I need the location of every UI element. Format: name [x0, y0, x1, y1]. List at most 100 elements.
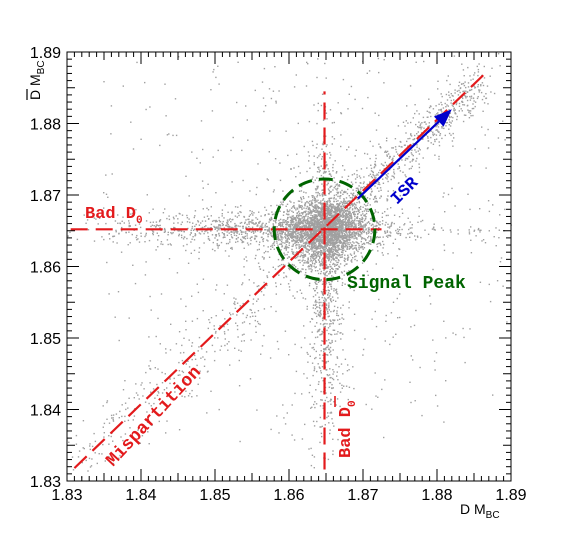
- data-point: [330, 403, 332, 405]
- data-point: [341, 219, 343, 222]
- data-point: [135, 236, 137, 239]
- data-point: [334, 265, 336, 267]
- data-point: [313, 241, 316, 243]
- data-point: [338, 228, 340, 230]
- data-point: [437, 80, 439, 82]
- data-point: [169, 243, 171, 245]
- data-point: [325, 238, 327, 241]
- data-point: [329, 293, 331, 295]
- data-point: [86, 219, 89, 221]
- data-point: [307, 202, 310, 204]
- data-point: [326, 215, 328, 217]
- data-point: [208, 239, 211, 241]
- data-point: [306, 219, 308, 221]
- data-point: [342, 373, 344, 375]
- data-point: [410, 134, 412, 136]
- data-point: [175, 215, 177, 217]
- data-point: [307, 361, 309, 363]
- data-point: [263, 308, 266, 310]
- data-point: [343, 224, 345, 226]
- data-point: [194, 234, 197, 236]
- data-point: [279, 225, 282, 228]
- data-point: [342, 243, 344, 245]
- data-point: [322, 172, 325, 174]
- data-point: [305, 243, 307, 245]
- data-point: [218, 244, 220, 247]
- data-point: [336, 293, 339, 295]
- data-point: [479, 89, 481, 91]
- data-point: [360, 245, 362, 247]
- data-point: [334, 263, 336, 266]
- data-point: [321, 231, 324, 233]
- data-point: [375, 236, 378, 239]
- data-point: [309, 321, 311, 323]
- data-point: [320, 232, 322, 234]
- data-point: [117, 222, 119, 224]
- data-point: [376, 246, 379, 248]
- data-point: [334, 208, 336, 210]
- data-point: [322, 294, 324, 296]
- data-point: [367, 210, 370, 212]
- data-point: [332, 450, 334, 452]
- data-point: [315, 209, 317, 211]
- data-point: [314, 266, 316, 269]
- data-point: [343, 236, 345, 238]
- data-point: [434, 114, 437, 116]
- data-point: [214, 350, 216, 353]
- data-point: [98, 217, 101, 219]
- data-point: [323, 301, 326, 304]
- data-point: [328, 304, 330, 306]
- data-point: [341, 247, 344, 250]
- data-point: [338, 207, 341, 209]
- data-point: [341, 222, 344, 224]
- data-point: [315, 230, 317, 233]
- data-point: [331, 267, 333, 270]
- data-point: [369, 204, 371, 206]
- data-point: [336, 221, 338, 224]
- data-point: [411, 153, 413, 156]
- data-point: [264, 224, 266, 226]
- data-point: [306, 170, 308, 173]
- data-point: [387, 234, 389, 237]
- data-point: [303, 226, 305, 228]
- data-point: [315, 283, 317, 285]
- data-point: [346, 234, 349, 236]
- data-point: [327, 346, 329, 348]
- data-point: [417, 126, 419, 128]
- data-point: [335, 292, 337, 294]
- data-point: [335, 260, 337, 262]
- data-point: [320, 226, 322, 228]
- data-point: [358, 202, 361, 204]
- data-point: [372, 226, 374, 229]
- data-point: [305, 214, 307, 216]
- data-point: [345, 209, 347, 212]
- data-point: [325, 267, 327, 269]
- data-point: [468, 110, 470, 112]
- data-point: [326, 308, 328, 310]
- data-point: [325, 209, 328, 212]
- data-point: [367, 274, 369, 276]
- data-point: [302, 231, 304, 233]
- data-point: [351, 183, 354, 185]
- data-point: [472, 103, 474, 105]
- data-point: [364, 214, 366, 216]
- data-point: [310, 227, 312, 229]
- data-point: [315, 216, 317, 218]
- data-point: [304, 210, 306, 213]
- data-point: [280, 236, 282, 238]
- data-point: [187, 227, 189, 230]
- data-point: [339, 195, 341, 197]
- data-point: [343, 201, 345, 204]
- data-point: [318, 280, 321, 282]
- data-point: [216, 244, 219, 247]
- data-point: [295, 256, 298, 259]
- data-point: [335, 300, 337, 302]
- data-point: [318, 381, 320, 383]
- data-point: [448, 128, 450, 130]
- data-point: [334, 333, 336, 335]
- data-point: [345, 229, 347, 232]
- data-point: [341, 226, 343, 228]
- data-point: [343, 191, 345, 194]
- data-point: [410, 144, 413, 146]
- data-point: [434, 140, 436, 143]
